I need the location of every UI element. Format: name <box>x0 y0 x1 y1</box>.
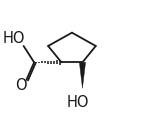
Text: O: O <box>15 78 27 93</box>
Text: HO: HO <box>67 95 89 110</box>
Polygon shape <box>79 62 85 88</box>
Text: HO: HO <box>3 31 25 46</box>
